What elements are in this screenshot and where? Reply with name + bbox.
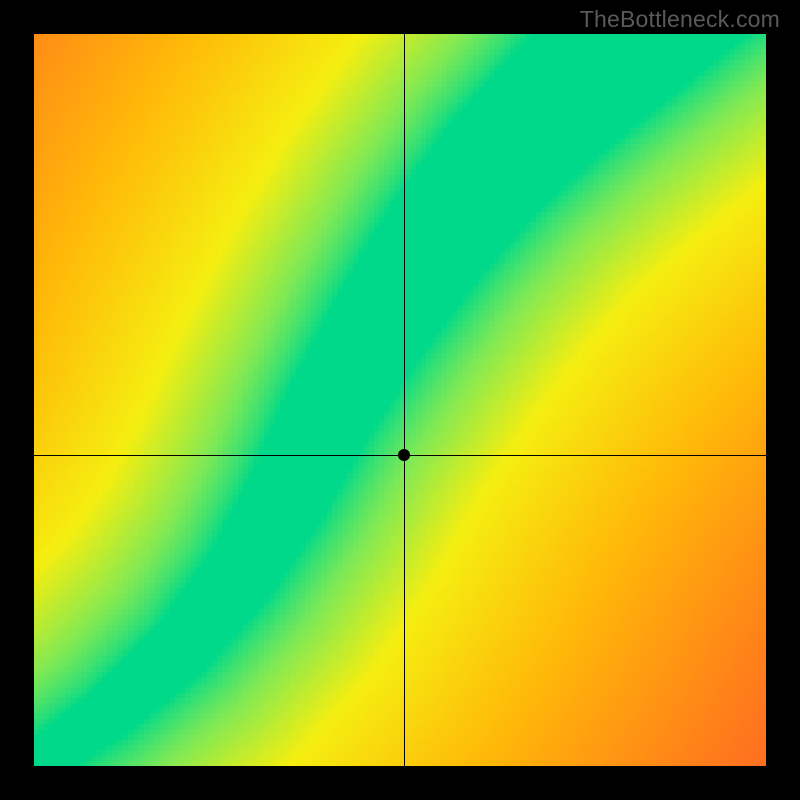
heatmap-plot xyxy=(34,34,766,766)
crosshair-vertical xyxy=(404,34,405,766)
marker-dot xyxy=(398,449,410,461)
heatmap-canvas xyxy=(34,34,766,766)
watermark-text: TheBottleneck.com xyxy=(580,6,780,33)
